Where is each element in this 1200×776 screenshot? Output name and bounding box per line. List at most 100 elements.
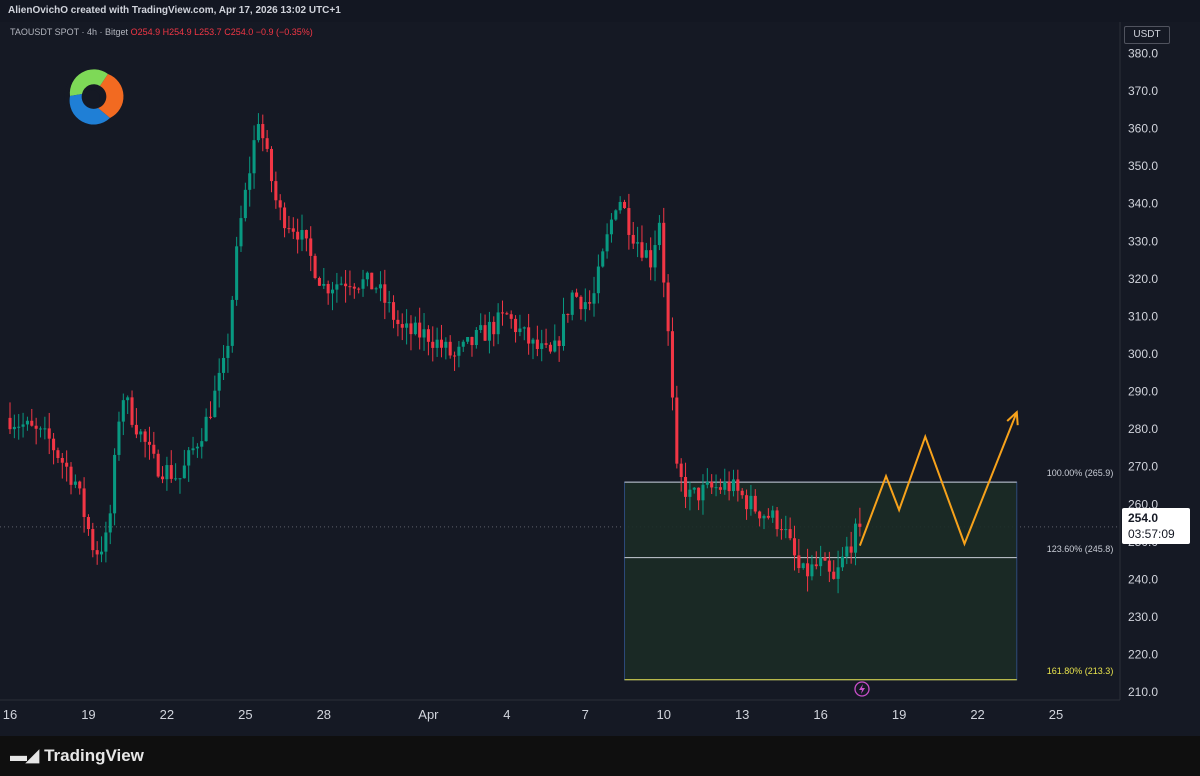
time-tick-label: 19 (892, 707, 906, 722)
candle-body (531, 339, 535, 344)
projection-path[interactable] (858, 410, 1019, 547)
event-marker[interactable] (854, 681, 870, 697)
candle (73, 474, 77, 489)
candle-body (596, 266, 600, 294)
candle-body (640, 242, 644, 258)
time-tick-label: Apr (418, 707, 439, 722)
candle-body (108, 513, 112, 533)
projection-zigzag[interactable] (858, 411, 1018, 547)
candle (697, 487, 701, 511)
candle (779, 518, 783, 540)
candle-body (52, 438, 56, 451)
price-tick-label: 280.0 (1128, 422, 1158, 436)
time-tick-label: 10 (657, 707, 671, 722)
candle-body (309, 238, 313, 256)
candle-body (784, 529, 788, 531)
candle-body (627, 208, 631, 235)
candle (496, 303, 500, 345)
candle (553, 324, 557, 353)
candle (396, 310, 400, 337)
candle (178, 478, 182, 494)
candle (631, 221, 635, 249)
candle (470, 336, 474, 357)
candle (383, 269, 387, 320)
candle-body (25, 420, 29, 425)
header-attribution: AlienOvichO created with TradingView.com… (8, 5, 341, 16)
candle-body (762, 515, 766, 519)
time-tick-label: 22 (970, 707, 984, 722)
candle (527, 313, 531, 355)
candle-body (213, 390, 217, 418)
fib-zone-box[interactable] (624, 481, 1018, 681)
candle (649, 237, 653, 281)
candle (579, 295, 583, 320)
candle-body (858, 523, 862, 527)
candle-body (745, 495, 749, 510)
candle (609, 213, 613, 243)
candle-body (609, 219, 613, 235)
candle-body (95, 550, 99, 555)
candle (12, 414, 16, 439)
time-tick-label: 25 (1049, 707, 1063, 722)
candle-body (152, 444, 156, 454)
candle-body (344, 283, 348, 287)
time-axis[interactable]: 16 19 22 25 28 Apr 4 7 10 13 16 19 22 25 (0, 699, 1120, 722)
candle (596, 254, 600, 304)
candle-body (208, 416, 213, 418)
candle (326, 280, 330, 305)
candle (474, 327, 478, 349)
candle (291, 217, 295, 240)
candle (300, 214, 304, 252)
candle-body (714, 487, 718, 489)
candle (139, 428, 143, 443)
candle (117, 411, 121, 461)
candle-body (487, 321, 491, 341)
candle-body (588, 302, 592, 304)
candle-body (583, 302, 587, 310)
chart-canvas[interactable]: 210.0220.0230.0240.0250.0260.0270.0280.0… (0, 0, 1200, 736)
candle-body (143, 431, 147, 442)
candle-body (566, 313, 570, 315)
candle (701, 474, 705, 515)
lightning-bolt-icon[interactable] (854, 681, 870, 697)
currency-selector[interactable]: USDT (1124, 26, 1170, 44)
symbol-label[interactable]: TAOUSDT SPOT · 4h · Bitget (10, 27, 129, 37)
fibonacci-zone[interactable] (624, 481, 1018, 681)
candle-body (283, 207, 287, 229)
candle (357, 287, 361, 294)
price-tick-label: 210.0 (1128, 685, 1158, 699)
candle (775, 506, 779, 537)
candle (248, 156, 252, 207)
candle (134, 408, 138, 439)
candle (352, 283, 356, 299)
price-tick-label: 310.0 (1128, 309, 1158, 323)
candle-body (409, 323, 413, 335)
candle (174, 463, 178, 481)
candle-body (675, 397, 679, 464)
candle (361, 269, 365, 297)
candle-body (426, 329, 430, 342)
candle-body (657, 222, 661, 246)
candle-body (165, 465, 169, 480)
candle-body (636, 242, 640, 244)
candle (278, 194, 282, 221)
candle-body (527, 327, 531, 344)
candle (126, 395, 130, 415)
last-price-tag: 254.0 03:57:09 (1122, 508, 1190, 544)
candle-body (653, 245, 657, 268)
candle (235, 236, 239, 306)
candle (544, 328, 548, 349)
candle-body (413, 322, 417, 335)
price-axis[interactable]: 210.0220.0230.0240.0250.0260.0270.0280.0… (0, 22, 1158, 700)
fib-level-label: 100.00% (265.9) (1046, 468, 1114, 479)
candle (296, 218, 300, 254)
candle-body (701, 484, 705, 501)
candle (622, 199, 627, 209)
candle (243, 182, 247, 222)
price-tick-label: 370.0 (1128, 84, 1158, 98)
tradingview-brand[interactable]: ▬◢ TradingView (10, 746, 144, 766)
candle (239, 205, 243, 252)
candle-body (12, 426, 16, 430)
candle-body (518, 328, 522, 333)
candle (43, 416, 47, 440)
